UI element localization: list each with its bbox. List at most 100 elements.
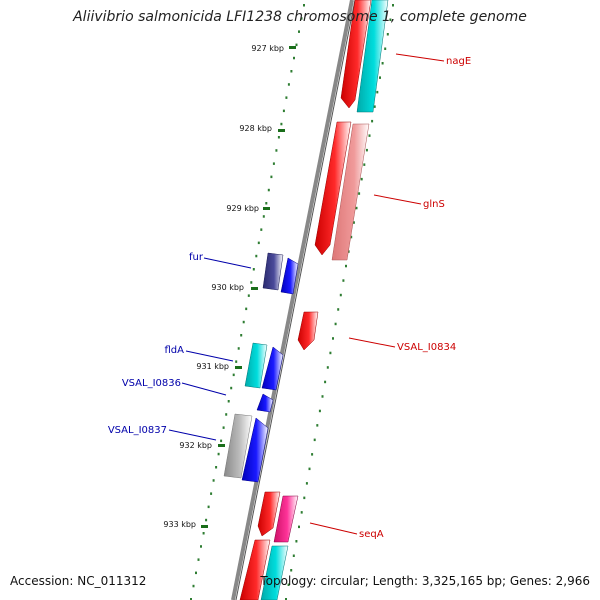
outer-ring-dot xyxy=(332,337,334,340)
outer-ring-dot xyxy=(300,511,303,514)
gene-label-fur[interactable]: fur xyxy=(189,252,204,263)
kbp-tick xyxy=(251,287,258,290)
kbp-label: 931 kbp xyxy=(196,362,229,371)
inner-ring-dot xyxy=(205,518,208,522)
inner-ring-dot xyxy=(232,373,235,377)
outer-ring-dot xyxy=(342,279,345,282)
inner-ring-dot xyxy=(300,17,303,20)
inner-ring-dot xyxy=(252,268,255,271)
kbp-label: 928 kbp xyxy=(239,124,272,133)
gene-arrow-VSAL_I0837[interactable] xyxy=(241,417,269,483)
inner-ring-dot xyxy=(255,254,258,258)
inner-ring-dot xyxy=(195,571,197,575)
outer-ring-dot xyxy=(365,148,368,152)
outer-ring-dot xyxy=(295,540,298,543)
outer-ring-dot xyxy=(392,4,394,7)
inner-ring-dot xyxy=(227,400,230,403)
outer-ring-dot xyxy=(350,235,353,239)
outer-ring-dot xyxy=(363,163,366,166)
inner-ring-dot xyxy=(217,452,220,456)
outer-ring-dot xyxy=(339,293,342,297)
label-leader xyxy=(348,337,396,348)
outer-ring-dot xyxy=(303,496,306,500)
gene-arrow-VSAL_I0834[interactable] xyxy=(297,311,319,351)
label-leader xyxy=(181,382,227,396)
inner-ring-dot xyxy=(230,386,233,390)
gene-arrow-seqA-pair[interactable] xyxy=(273,495,299,543)
gene-arrow-glnS[interactable] xyxy=(314,121,352,256)
outer-ring-dot xyxy=(376,90,379,94)
gene-label-seqA[interactable]: seqA xyxy=(359,529,384,540)
kbp-scale: 927 kbp 928 kbp 929 kbp 930 kbp 931 kbp … xyxy=(163,44,296,529)
inner-ring-dot xyxy=(295,43,298,47)
outer-dotted-ring xyxy=(285,4,394,600)
label-leader xyxy=(395,53,445,62)
inner-ring-dot xyxy=(293,56,295,60)
chromosome-backbone-shadow xyxy=(235,0,356,600)
outer-ring-dot xyxy=(355,206,358,210)
inner-ring-dot xyxy=(285,96,288,99)
gene-arrow-cyan-1[interactable] xyxy=(356,0,389,113)
gene-label-VSAL_I0837[interactable]: VSAL_I0837 xyxy=(108,425,167,436)
inner-ring-dot xyxy=(190,598,192,600)
inner-ring-dot xyxy=(277,136,280,139)
gene-label-VSAL_I0834[interactable]: VSAL_I0834 xyxy=(397,342,456,353)
inner-strand-genes xyxy=(223,252,299,483)
outer-ring-dot xyxy=(308,467,311,471)
outer-ring-dot xyxy=(298,525,300,529)
inner-ring-dot xyxy=(250,281,253,284)
outer-ring-dot xyxy=(371,119,374,123)
gene-arrow-nagE[interactable] xyxy=(340,0,372,109)
outer-ring-dot xyxy=(321,395,324,398)
gene-label-VSAL_I0836[interactable]: VSAL_I0836 xyxy=(122,378,181,389)
inner-ring-dot xyxy=(275,149,278,152)
inner-ring-dot xyxy=(267,188,270,192)
inner-ring-dot xyxy=(298,30,300,33)
inner-ring-dot xyxy=(280,122,283,126)
outer-ring-dot xyxy=(358,192,361,195)
gene-arrow-VSAL_I0836[interactable] xyxy=(256,393,274,413)
inner-ring-dot xyxy=(265,202,268,205)
inner-ring-dot xyxy=(240,334,243,337)
kbp-label: 927 kbp xyxy=(251,44,284,53)
right-gene-labels: nagE glnS VSAL_I0834 seqA xyxy=(309,53,471,540)
outer-ring-dot xyxy=(337,308,340,311)
gene-arrow-fldA-pair[interactable] xyxy=(261,346,284,391)
outer-ring-dot xyxy=(311,453,314,456)
gene-arrow-fur-gray[interactable] xyxy=(262,252,284,291)
outer-ring-dot xyxy=(313,438,316,442)
gene-label-nagE[interactable]: nagE xyxy=(446,56,471,67)
gene-arrow-glnS-pair[interactable] xyxy=(331,123,370,261)
map-title: Aliivibrio salmonicida LFI1238 chromosom… xyxy=(73,9,527,25)
gene-label-glnS[interactable]: glnS xyxy=(423,199,445,210)
outer-ring-dot xyxy=(379,76,381,79)
inner-ring-dot xyxy=(237,347,240,350)
inner-ring-dot xyxy=(282,109,285,113)
outer-ring-dot xyxy=(316,424,319,427)
kbp-tick xyxy=(201,525,208,528)
outer-ring-dot xyxy=(352,221,355,224)
gene-arrow-cyan-bottom[interactable] xyxy=(260,545,289,600)
inner-ring-dot xyxy=(212,479,215,482)
inner-ring-dot xyxy=(207,505,210,509)
gene-label-fldA[interactable]: fldA xyxy=(165,345,185,356)
gene-arrow-red-bottom[interactable] xyxy=(239,539,271,600)
outer-ring-dot xyxy=(360,177,363,181)
inner-ring-dot xyxy=(242,320,245,324)
gene-arrow-VSAL_I0837-gray[interactable] xyxy=(223,413,253,479)
gene-arrow-seqA[interactable] xyxy=(257,491,281,537)
inner-ring-dot xyxy=(247,294,250,297)
outer-ring-dot xyxy=(345,264,347,268)
gene-arrow-fur[interactable] xyxy=(280,257,299,295)
outer-ring-dot xyxy=(285,598,287,600)
inner-ring-dot xyxy=(235,360,238,363)
outer-ring-dot xyxy=(389,18,392,21)
outer-ring-dot xyxy=(287,583,290,586)
inner-ring-dot xyxy=(192,584,195,588)
inner-ring-dot xyxy=(200,545,202,548)
inner-ring-dot xyxy=(303,4,305,7)
inner-ring-dot xyxy=(245,307,248,311)
label-leader xyxy=(309,522,358,535)
gene-arrow-fldA[interactable] xyxy=(244,342,268,389)
